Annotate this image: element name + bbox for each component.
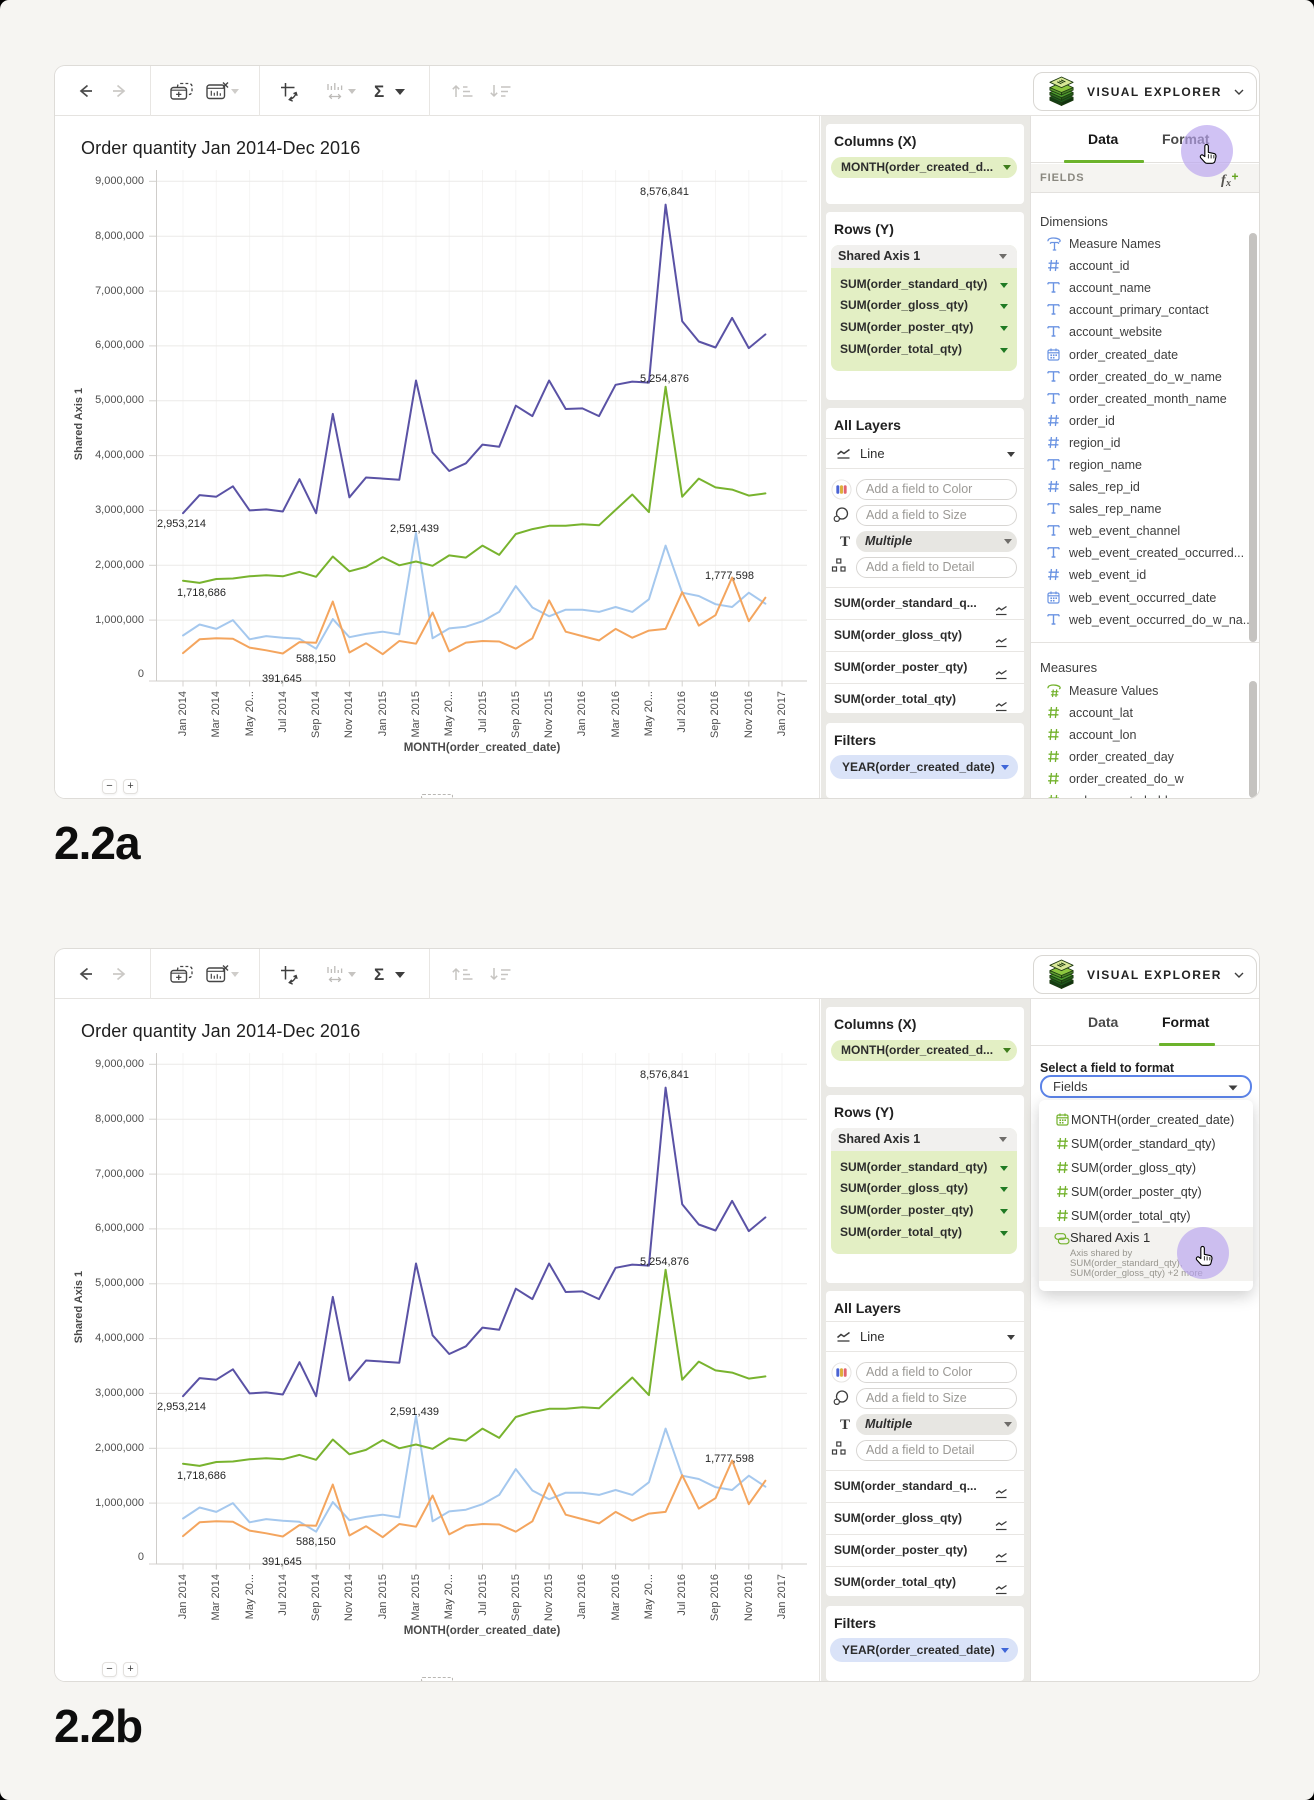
- svg-text:x: x: [1225, 178, 1232, 188]
- svg-text:T: T: [840, 534, 850, 549]
- svg-text:f: f: [1221, 173, 1227, 188]
- svg-text:+: +: [1232, 171, 1240, 184]
- svg-text:T: T: [840, 1417, 850, 1432]
- svg-text:Σ: Σ: [374, 965, 384, 984]
- svg-text:Σ: Σ: [374, 82, 384, 101]
